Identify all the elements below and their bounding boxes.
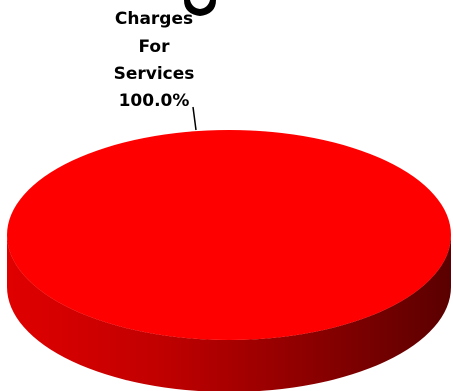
pie-slices bbox=[7, 130, 451, 391]
slice-label-line-1: Charges bbox=[115, 9, 193, 29]
slice-label-line-2: For bbox=[139, 37, 171, 57]
pie-slice-side-0 bbox=[7, 235, 451, 391]
pie-slice-top-0 bbox=[7, 130, 451, 340]
slice-leader-line bbox=[192, 106, 197, 131]
slice-percent-label: 100.0% bbox=[119, 91, 190, 111]
slice-label-line-3: Services bbox=[114, 64, 195, 84]
title-fragment bbox=[184, 0, 216, 16]
